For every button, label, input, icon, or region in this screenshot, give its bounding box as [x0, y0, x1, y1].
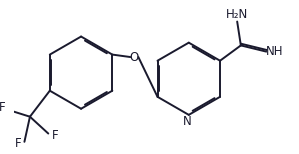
- Text: F: F: [52, 129, 58, 142]
- Text: N: N: [183, 115, 192, 128]
- Text: H₂N: H₂N: [226, 8, 248, 21]
- Text: F: F: [14, 137, 21, 150]
- Text: O: O: [130, 51, 139, 64]
- Text: NH: NH: [266, 45, 283, 58]
- Text: F: F: [0, 101, 5, 114]
